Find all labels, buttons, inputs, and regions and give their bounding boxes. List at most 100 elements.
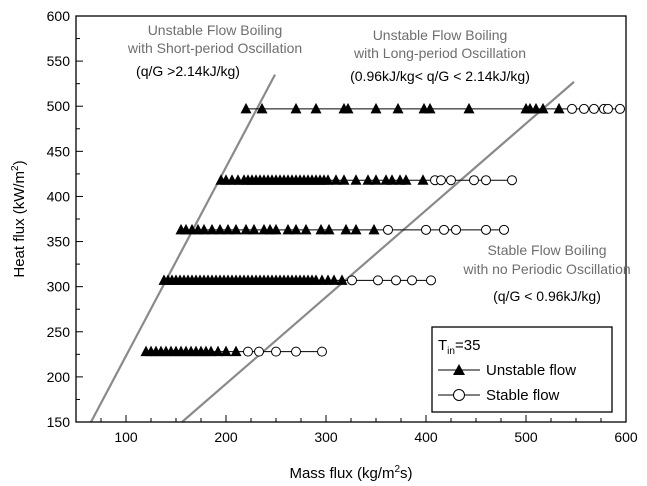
x-tick-label: 500 xyxy=(514,429,538,445)
stable-point xyxy=(451,224,461,235)
y-tick-label: 600 xyxy=(47,8,71,24)
y-tick-label: 350 xyxy=(47,234,71,250)
unstable-point xyxy=(205,345,217,357)
unstable-point xyxy=(323,223,335,235)
x-tick-label: 200 xyxy=(214,429,238,445)
legend-stable-label: Stable flow xyxy=(486,387,560,404)
stable-point xyxy=(271,346,281,357)
stable-point xyxy=(469,175,479,186)
legend-unstable-marker xyxy=(453,364,465,375)
unstable-point xyxy=(342,102,354,114)
unstable-point xyxy=(270,223,282,235)
stable-point xyxy=(507,175,517,186)
annotation-short-line2: with Short-period Oscillation xyxy=(127,40,302,56)
annotation-short-line1: Unstable Flow Boiling xyxy=(148,22,283,38)
stable-point xyxy=(383,224,393,235)
unstable-point xyxy=(417,174,429,185)
annotation-short-period: Unstable Flow Boiling with Short-period … xyxy=(127,22,302,79)
stable-point xyxy=(579,103,589,114)
x-axis-title: Mass flux (kg/m2s) xyxy=(289,464,412,482)
unstable-point xyxy=(198,223,210,235)
unstable-point xyxy=(340,223,352,235)
stable-point xyxy=(407,275,417,286)
annotation-long-line2: with Long-period Oscillation xyxy=(353,45,526,61)
unstable-point xyxy=(240,102,252,114)
unstable-point xyxy=(310,102,322,114)
unstable-point xyxy=(322,174,334,185)
stable-point xyxy=(421,224,431,235)
unstable-point xyxy=(362,174,374,185)
unstable-point xyxy=(206,223,218,235)
unstable-point xyxy=(222,223,234,235)
unstable-point xyxy=(553,102,565,114)
y-tick-label: 450 xyxy=(47,143,71,159)
x-tick-label: 100 xyxy=(114,429,138,445)
legend: Tin=35 Unstable flow Stable flow xyxy=(431,326,613,413)
legend-unstable-label: Unstable flow xyxy=(486,362,576,379)
unstable-point xyxy=(400,174,412,185)
y-axis-title: Heat flux (kW/m2) xyxy=(10,160,28,277)
y-axis-ticks: 150 200 250 300 350 400 450 500 550 600 xyxy=(47,8,83,430)
stable-point xyxy=(603,103,613,114)
unstable-point xyxy=(370,174,382,185)
unstable-point xyxy=(537,102,549,114)
unstable-point xyxy=(230,223,242,235)
stable-point xyxy=(317,346,327,357)
annotation-long-condition: (0.96kJ/kg< q/G < 2.14kJ/kg) xyxy=(350,68,530,84)
unstable-point xyxy=(350,174,362,185)
y-tick-label: 500 xyxy=(47,98,71,114)
unstable-point xyxy=(214,223,226,235)
unstable-point xyxy=(315,223,327,235)
unstable-point xyxy=(282,223,294,235)
stable-point xyxy=(439,224,449,235)
y-tick-label: 200 xyxy=(47,369,71,385)
unstable-point xyxy=(530,102,542,114)
unstable-point xyxy=(290,223,302,235)
unstable-point xyxy=(463,102,475,114)
annotation-long-line1: Unstable Flow Boiling xyxy=(373,27,508,43)
stable-point xyxy=(291,346,301,357)
annotation-short-condition: (q/G >2.14kJ/kg) xyxy=(136,63,240,79)
unstable-point xyxy=(424,102,436,114)
unstable-point xyxy=(328,274,340,285)
stable-point xyxy=(481,224,491,235)
stable-point xyxy=(481,175,491,186)
stable-point xyxy=(254,346,264,357)
stable-point xyxy=(373,275,383,286)
boundary-lines xyxy=(90,74,575,423)
stable-point xyxy=(615,103,625,114)
annotation-stable-condition: (q/G < 0.96kJ/kg) xyxy=(493,288,601,304)
unstable-point xyxy=(220,345,232,357)
stable-point xyxy=(347,275,357,286)
data-points xyxy=(140,102,625,357)
unstable-point xyxy=(212,345,224,357)
annotation-long-period: Unstable Flow Boiling with Long-period O… xyxy=(350,27,530,84)
annotation-stable-line2: with no Periodic Oscillation xyxy=(462,261,630,277)
unstable-point xyxy=(230,345,242,357)
unstable-point xyxy=(392,102,404,114)
stable-point xyxy=(499,224,509,235)
unstable-point xyxy=(300,223,312,235)
unstable-point xyxy=(336,274,348,285)
y-tick-label: 150 xyxy=(47,414,71,430)
unstable-point xyxy=(338,174,350,185)
unstable-point xyxy=(370,102,382,114)
x-tick-label: 600 xyxy=(614,429,638,445)
annotation-stable-line1: Stable Flow Boiling xyxy=(487,242,606,258)
unstable-point xyxy=(240,223,252,235)
y-tick-label: 250 xyxy=(47,324,71,340)
x-tick-label: 300 xyxy=(314,429,338,445)
unstable-point xyxy=(330,174,342,185)
stable-point xyxy=(391,275,401,286)
x-tick-label: 400 xyxy=(414,429,438,445)
y-tick-label: 400 xyxy=(47,188,71,204)
unstable-point xyxy=(368,223,380,235)
x-axis-ticks: 100 200 300 400 500 600 xyxy=(75,415,638,445)
legend-stable-marker xyxy=(453,389,465,401)
stable-point xyxy=(426,275,436,286)
boundary-line xyxy=(181,81,575,423)
stable-point xyxy=(436,175,446,186)
unstable-point xyxy=(248,223,260,235)
y-tick-label: 300 xyxy=(47,279,71,295)
